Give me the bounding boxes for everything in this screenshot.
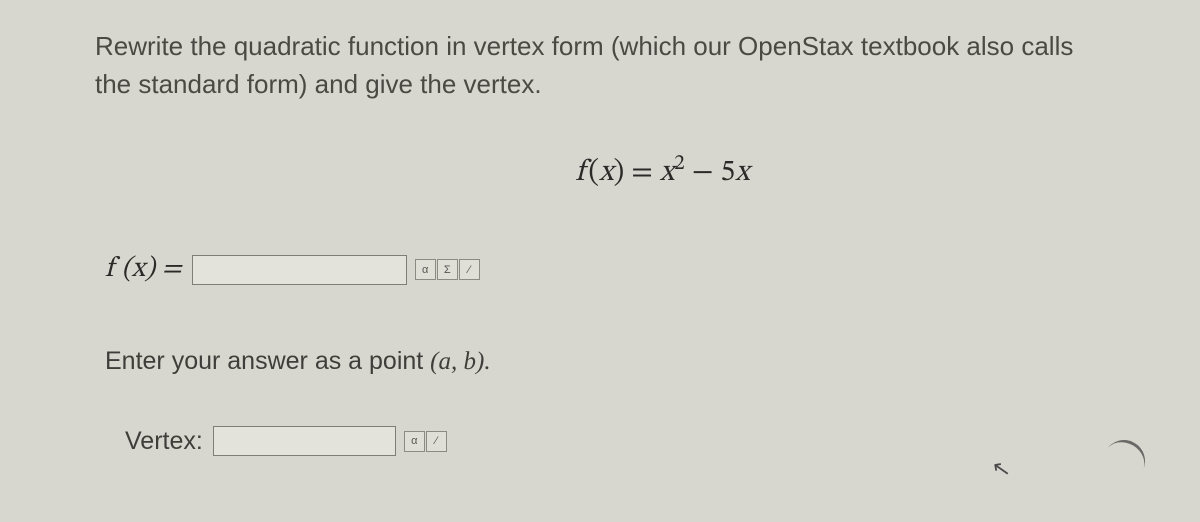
fx-label: f (x) =	[105, 252, 182, 287]
fx-palette: α Σ ∕	[415, 259, 481, 280]
vertex-input[interactable]	[213, 426, 396, 456]
photo-artifact-cursor: ↖	[989, 455, 1012, 484]
hint-prefix: Enter your answer as a point	[105, 347, 430, 375]
fx-input[interactable]	[192, 255, 407, 285]
question-instructions: Rewrite the quadratic function in vertex…	[95, 28, 1110, 103]
given-equation: f (x) = x2 − 5x	[95, 151, 1110, 192]
hint-math: (a, b).	[430, 348, 490, 375]
palette-sigma-icon[interactable]: Σ	[437, 259, 458, 280]
palette-fraction-icon[interactable]: ∕	[426, 431, 447, 452]
fx-answer-row: f (x) = α Σ ∕	[105, 252, 1110, 287]
palette-alpha-icon[interactable]: α	[404, 431, 425, 452]
palette-fraction-icon[interactable]: ∕	[459, 259, 480, 280]
vertex-label: Vertex:	[125, 427, 203, 456]
vertex-hint: Enter your answer as a point (a, b).	[105, 347, 1110, 376]
vertex-answer-row: Vertex: α ∕	[125, 426, 1110, 456]
vertex-palette: α ∕	[404, 431, 448, 452]
palette-alpha-icon[interactable]: α	[415, 259, 436, 280]
